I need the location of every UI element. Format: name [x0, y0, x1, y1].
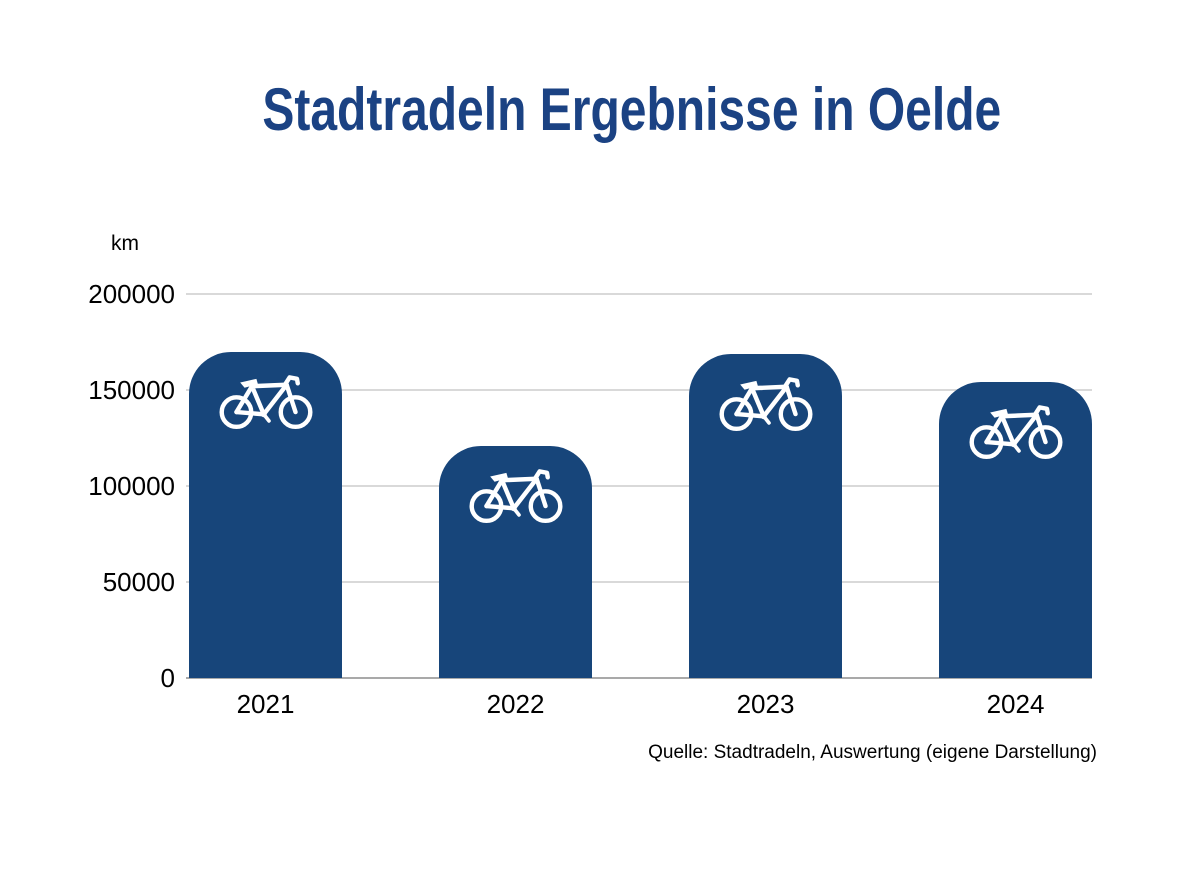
- y-axis-unit-label: km: [111, 232, 139, 255]
- gridline: [186, 389, 1092, 391]
- page-title: Stadtradeln Ergebnisse in Oelde: [262, 76, 1001, 143]
- gridline: [186, 293, 1092, 295]
- y-tick-label: 50000: [102, 567, 175, 597]
- bicycle-icon: [969, 405, 1062, 460]
- bar-2021: [189, 351, 342, 678]
- x-tick-label-2024: 2024: [986, 689, 1045, 719]
- bicycle-icon: [219, 374, 312, 429]
- page-title-wrap: Stadtradeln Ergebnisse in Oelde: [84, 78, 1179, 141]
- y-tick-label: 100000: [88, 471, 175, 501]
- gridline: [186, 485, 1092, 487]
- bar-2023: [689, 353, 842, 678]
- bicycle-icon: [469, 468, 562, 523]
- gridline: [186, 581, 1092, 583]
- y-tick-label: 0: [160, 663, 175, 693]
- y-tick-label: 200000: [88, 279, 175, 309]
- plot-area: [186, 293, 1092, 679]
- x-tick-label-2022: 2022: [486, 689, 545, 719]
- bicycle-icon: [719, 376, 812, 431]
- bar-2022: [439, 445, 592, 678]
- x-tick-label-2023: 2023: [736, 689, 795, 719]
- source-note: Quelle: Stadtradeln, Auswertung (eigene …: [648, 742, 1097, 763]
- bar-chart: 0 50000 100000 150000 200000 2021 2022 2023 2024: [0, 279, 1179, 719]
- bar-2024: [939, 382, 1092, 678]
- x-tick-label-2021: 2021: [236, 689, 295, 719]
- y-tick-label: 150000: [88, 375, 175, 405]
- baseline: [186, 677, 1092, 679]
